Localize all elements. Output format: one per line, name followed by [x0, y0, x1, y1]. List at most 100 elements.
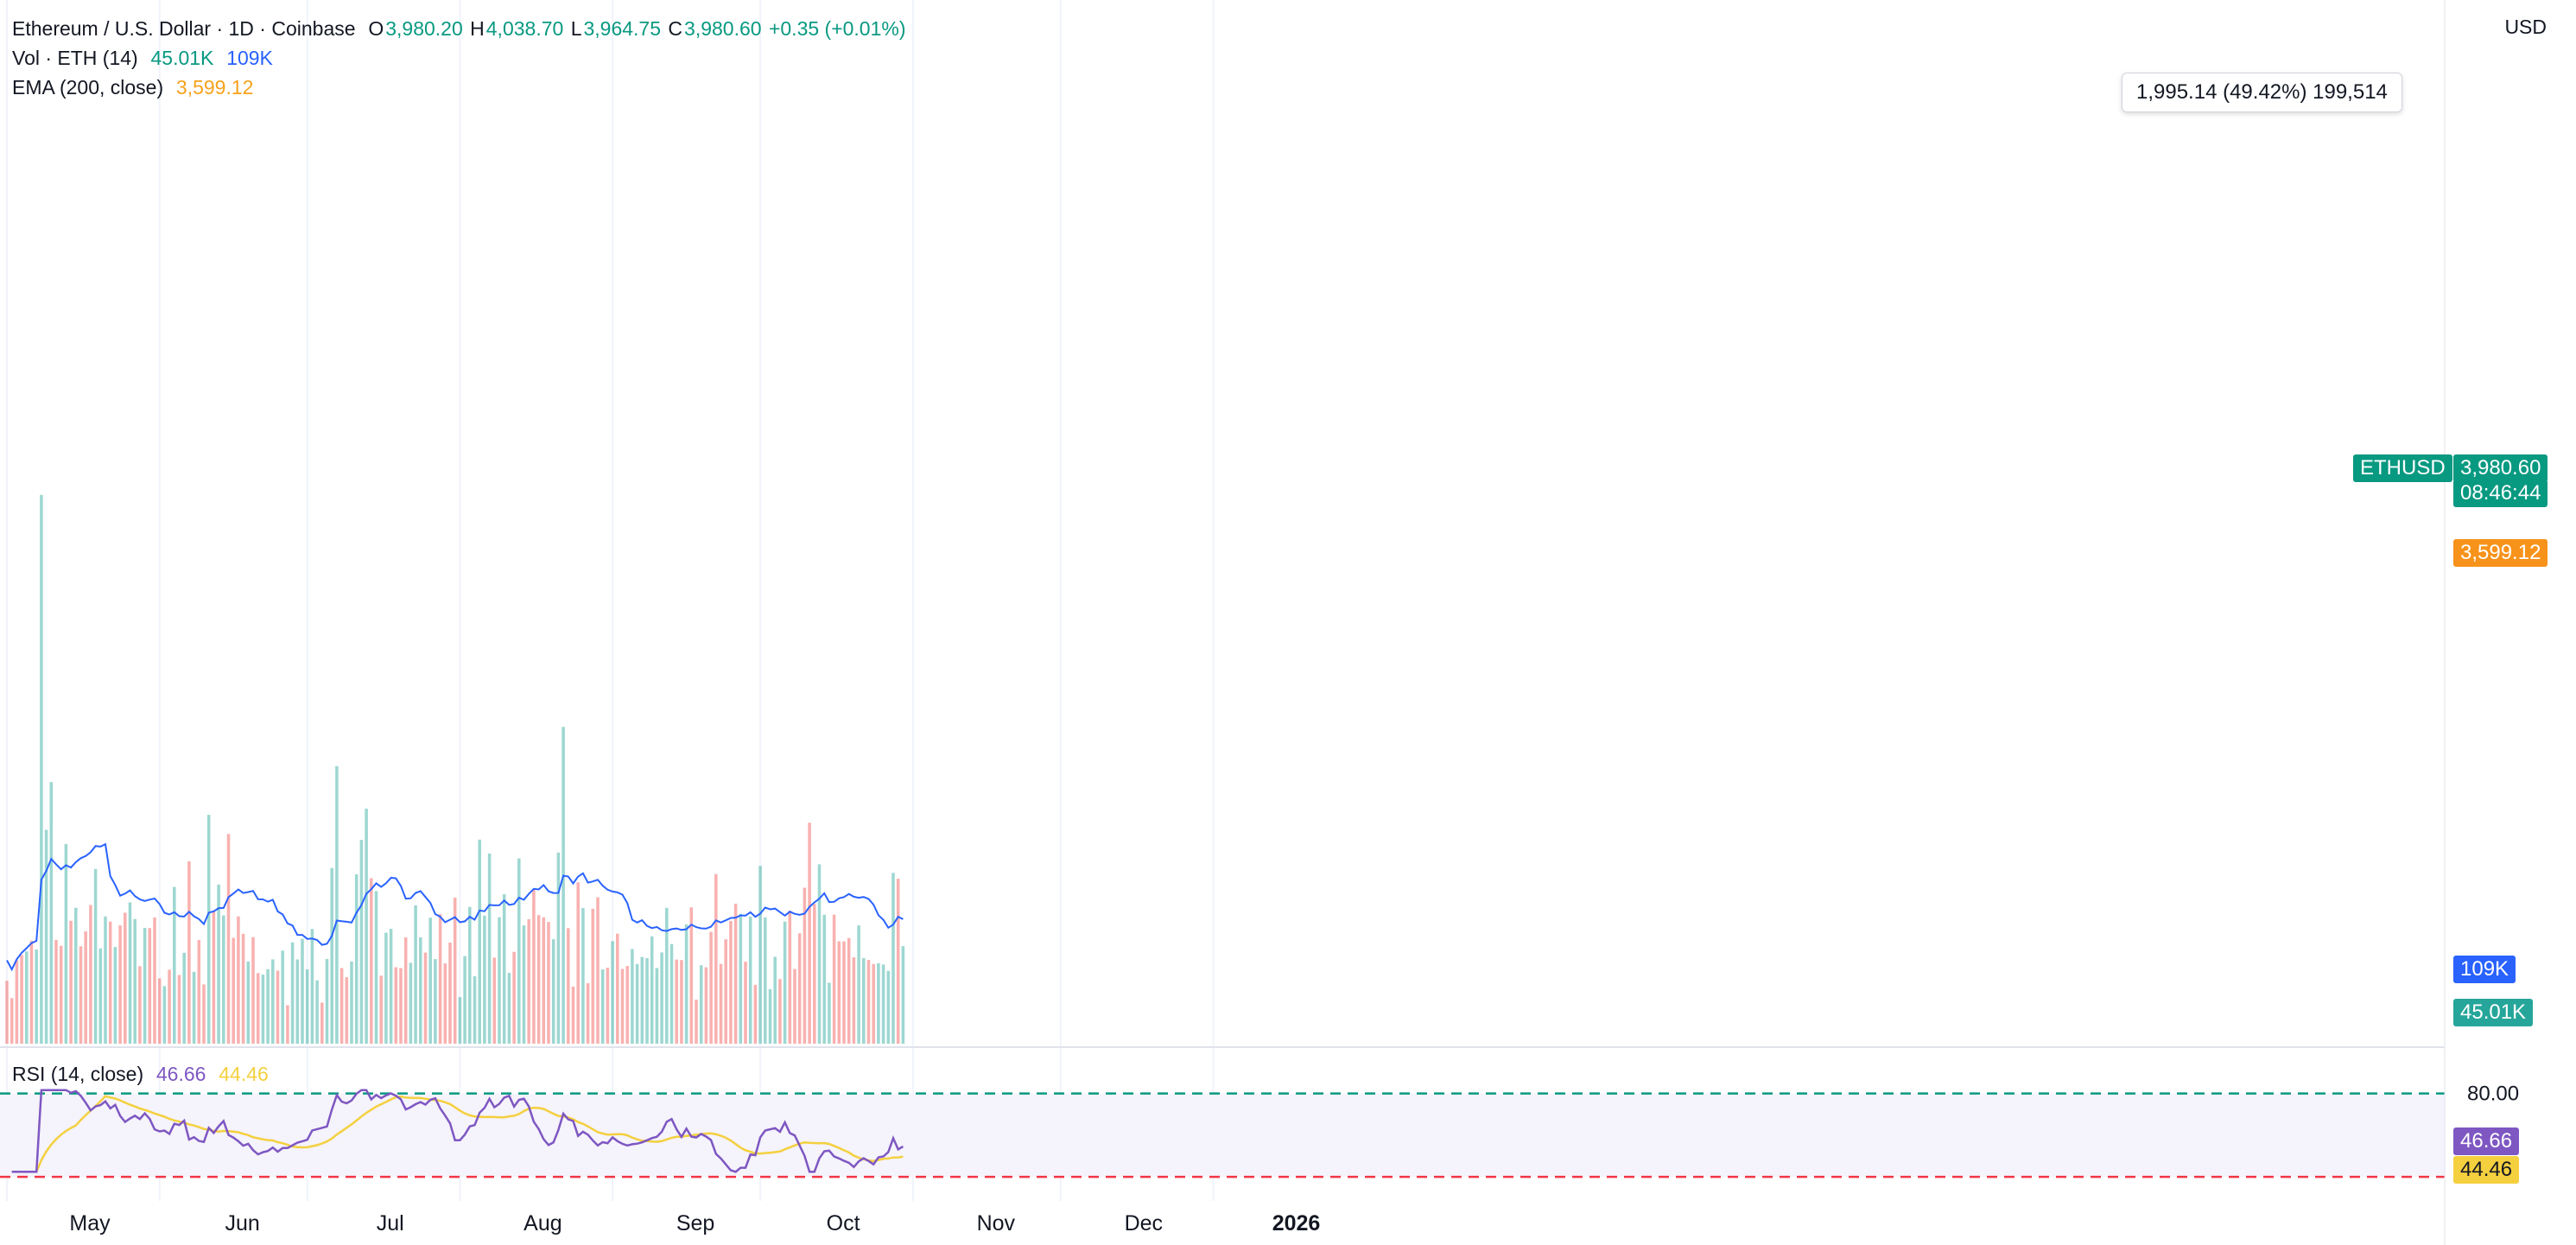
time-axis[interactable]: May Jun Jul Aug Sep Oct Nov Dec 2026 [69, 1211, 1320, 1235]
volume-bar [217, 884, 220, 1044]
volume-bar [359, 840, 364, 1044]
volume-bar [79, 946, 83, 1044]
high-value: 4,038.70 [485, 17, 564, 40]
volume-bar [778, 979, 782, 1044]
grid [0, 0, 2445, 1201]
volume-bar [891, 873, 895, 1044]
high-label: H [470, 17, 485, 40]
volume-bar [143, 927, 147, 1044]
volume-bar [399, 968, 403, 1044]
volume-bar [886, 970, 891, 1044]
volume-bar [241, 933, 245, 1044]
countdown-badge: 08:46:44 [2453, 480, 2548, 507]
volume-bar [276, 970, 280, 1044]
volume-bar [448, 942, 452, 1044]
volume-bar [748, 916, 752, 1044]
volume-bar [237, 916, 240, 1044]
volume-bar [434, 959, 437, 1044]
volume-bar [699, 965, 703, 1044]
time-tick-label: Sep [676, 1211, 714, 1235]
volume-bar [305, 969, 309, 1044]
volume-bar [222, 915, 225, 1044]
volume-bar [453, 898, 457, 1044]
volume-bar [463, 956, 466, 1044]
volume-bar [266, 969, 270, 1044]
volume-bar [733, 903, 738, 1044]
ema-legend[interactable]: EMA (200, close) 3,599.12 [12, 73, 255, 102]
rsi-pane [0, 1089, 2445, 1178]
volume-bar [862, 957, 866, 1044]
volume-bar [409, 962, 413, 1044]
volume-bar [40, 494, 43, 1044]
currency-button[interactable]: USD [2504, 16, 2547, 38]
volume-bar [168, 969, 171, 1044]
rsi-path [11, 1089, 904, 1173]
rsi-label: RSI (14, close) [12, 1063, 144, 1085]
volume-bar [832, 914, 836, 1044]
volume-bar [64, 843, 68, 1044]
volume-bar [714, 873, 718, 1044]
volume-bar [872, 963, 875, 1044]
volume-bar [492, 957, 497, 1044]
volume-bar [49, 782, 54, 1044]
volume-bar [581, 908, 585, 1044]
volume-bar [620, 969, 625, 1044]
rsi-legend[interactable]: RSI (14, close) 46.66 44.46 [12, 1059, 270, 1089]
volume-bar [389, 929, 393, 1044]
volume-bar [162, 986, 167, 1044]
volume-bar [379, 975, 383, 1044]
volume-bar [330, 867, 333, 1044]
volume-bar [206, 815, 211, 1044]
volume-bar [84, 931, 87, 1044]
volume-bar [502, 894, 506, 1044]
volume-legend[interactable]: Vol · ETH (14) 45.01K 109K [12, 43, 275, 73]
volume-bar [15, 960, 19, 1044]
volume-bar [93, 868, 98, 1044]
volume-bar [148, 928, 152, 1044]
volume-bar [764, 917, 767, 1044]
volume-bar [138, 966, 142, 1044]
time-tick-label: May [69, 1211, 111, 1235]
volume-bar [758, 866, 762, 1044]
volume-bar [783, 921, 787, 1044]
volume-bar [793, 969, 796, 1044]
volume-bar [556, 852, 561, 1044]
rsi-ma-path [11, 1095, 904, 1173]
volume-bar [866, 960, 871, 1044]
price-axis[interactable]: 6,300.005,800.005,400.005,000.004,600.00… [2444, 0, 2547, 1245]
volume-bar [44, 829, 48, 1044]
volume-bar [768, 988, 772, 1044]
volume-bar [69, 920, 73, 1044]
volume-bar [339, 968, 344, 1044]
symbol-line[interactable]: Ethereum / U.S. Dollar · 1D · Coinbase [12, 17, 356, 40]
volume-bar [419, 937, 422, 1044]
volume-bar [842, 941, 846, 1044]
ohlc-legend: Ethereum / U.S. Dollar · 1D · Coinbase O… [12, 14, 908, 43]
volume-bar [295, 959, 300, 1044]
volume-bar [600, 969, 605, 1044]
volume-bar [689, 907, 694, 1044]
rsi-band [0, 1093, 2445, 1178]
volume-bar [684, 924, 688, 1044]
volume-bar [428, 918, 432, 1044]
ema-value: 3,599.12 [175, 76, 254, 98]
volume-bar [261, 975, 265, 1044]
volume-bar [108, 921, 112, 1044]
volume-bar [576, 882, 580, 1044]
volume-bar [29, 940, 34, 1044]
volume-bar [625, 966, 629, 1044]
close-label: C [668, 17, 683, 40]
volume-bar [197, 940, 201, 1044]
volume-bar [498, 917, 501, 1044]
volume-bar [719, 963, 723, 1044]
volume-bar [124, 912, 127, 1044]
volume-bar [98, 948, 103, 1044]
volume-bar [310, 929, 314, 1044]
volume-bar [394, 967, 398, 1044]
volume-bar [443, 963, 447, 1044]
volume-bar [527, 918, 530, 1044]
rsi-value: 46.66 [155, 1063, 206, 1085]
volume-bar [536, 915, 541, 1044]
rsi-tick-label: 80.00 [2467, 1083, 2519, 1106]
